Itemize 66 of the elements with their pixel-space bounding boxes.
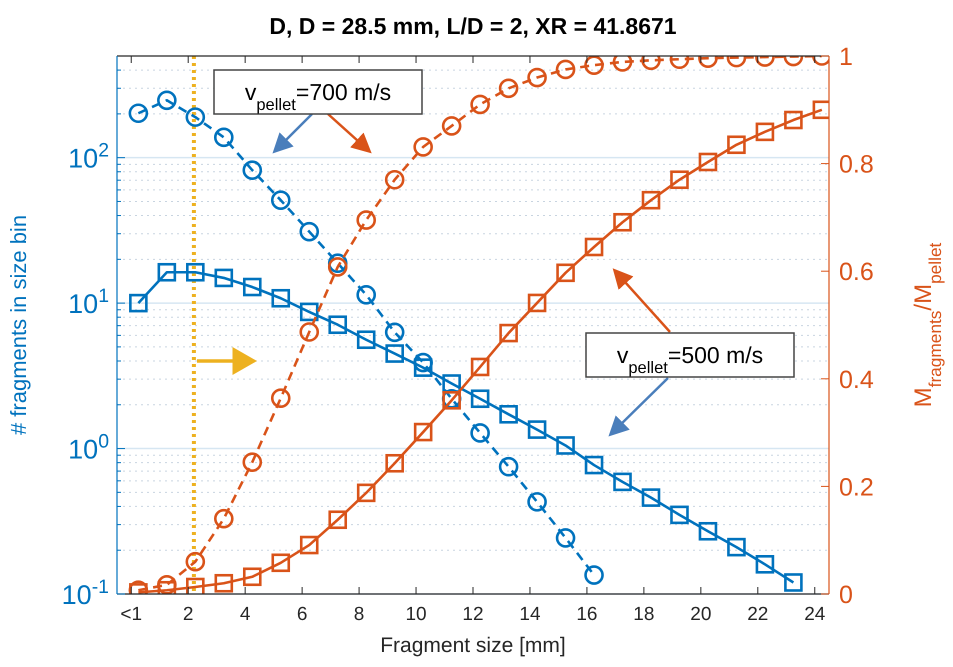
y-tick-label: 10$^{0}$ [68, 430, 110, 465]
point [698, 522, 718, 541]
point [584, 456, 604, 474]
x-tick-label: 22 [747, 604, 768, 625]
point [128, 103, 148, 124]
x-tick-label: 18 [633, 604, 654, 625]
x-tick-label: 8 [354, 604, 364, 625]
x-tick-label: 10 [405, 604, 427, 625]
point [186, 107, 206, 127]
annotation: v$_{pellet}$=500 m/s [616, 342, 764, 376]
y2-tick-label: 0.8 [839, 150, 874, 179]
y2-tick-label: 0.2 [839, 473, 874, 502]
y2-tick-label: 0.6 [839, 258, 874, 286]
point [158, 262, 176, 282]
point [470, 389, 490, 408]
x-tick-label: 6 [296, 604, 308, 625]
x-tick-label: <1 [120, 604, 142, 625]
y-tick-label: 10$^{2}$ [68, 140, 109, 174]
y-tick-label: 10$^{1}$ [68, 285, 109, 320]
x-tick-label: 24 [804, 604, 826, 625]
point [129, 294, 148, 312]
y-tick-label: 10$^{-1}$ [62, 576, 109, 610]
point [214, 268, 234, 288]
annotation: v$_{pellet}$=700 m/s [244, 79, 392, 114]
point [413, 352, 433, 372]
point [642, 488, 660, 507]
point [384, 322, 404, 342]
point [385, 344, 404, 363]
point [528, 420, 546, 439]
point [613, 472, 632, 492]
point [186, 262, 205, 282]
point [271, 288, 290, 308]
x-tick-label: 12 [462, 604, 484, 625]
point [300, 302, 319, 322]
point [214, 128, 234, 148]
point [270, 190, 291, 210]
y-axis-title: # fragments in size bin [6, 214, 31, 436]
point [299, 222, 320, 242]
point [356, 330, 376, 350]
point [242, 278, 262, 296]
y2-tick-label: 1 [839, 43, 853, 71]
point [784, 573, 803, 592]
point [556, 436, 575, 455]
x-tick-label: 4 [240, 604, 251, 625]
y2-tick-label: 0 [839, 581, 853, 609]
x-tick-label: 14 [519, 604, 541, 625]
x-axis-title: Fragment size [mm] [380, 634, 566, 657]
x-tick-label: 20 [690, 604, 712, 625]
point [470, 423, 490, 443]
point [157, 90, 177, 110]
point [328, 315, 348, 334]
point [727, 538, 746, 556]
point [356, 285, 376, 305]
point [414, 358, 432, 377]
point [242, 160, 262, 180]
point [756, 555, 774, 574]
point [584, 565, 604, 585]
x-tick-label: 16 [576, 604, 598, 625]
x-tick-label: 2 [182, 604, 194, 625]
point [556, 528, 576, 548]
point [499, 404, 518, 424]
point [670, 506, 689, 524]
chart-title: D, D = 28.5 mm, L/D = 2, XR = 41.8671 [269, 13, 677, 39]
y2-tick-label: 0.4 [839, 366, 874, 394]
point [527, 492, 547, 512]
point [498, 456, 518, 477]
